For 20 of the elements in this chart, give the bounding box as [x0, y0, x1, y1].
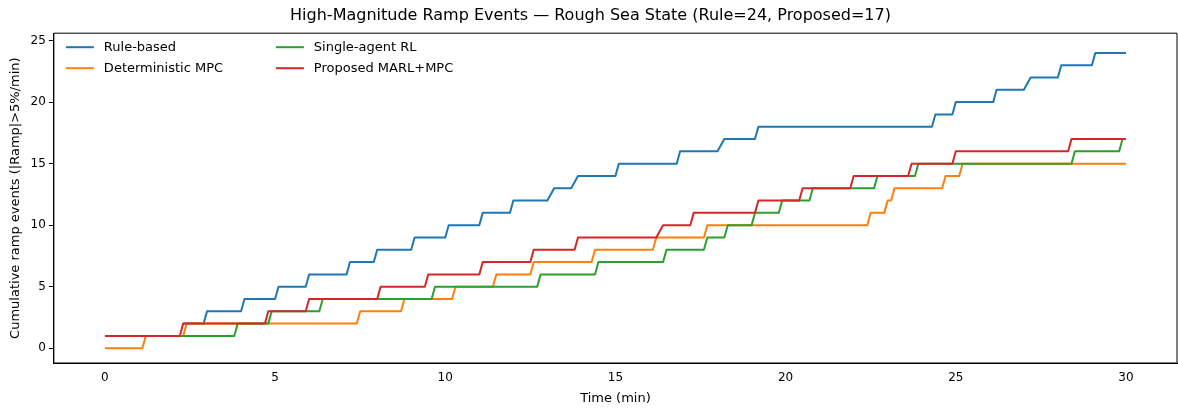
- y-tick-label: 5: [38, 278, 46, 293]
- x-axis-title: Time (min): [579, 389, 651, 405]
- y-tick-label: 0: [38, 340, 46, 355]
- legend-label: Proposed MARL+MPC: [313, 59, 454, 75]
- y-tick-label: 15: [30, 155, 46, 170]
- legend-label: Single-agent RL: [313, 38, 418, 54]
- x-tick-label: 20: [777, 370, 794, 385]
- y-tick-label: 20: [30, 94, 46, 109]
- chart-title: High-Magnitude Ramp Events — Rough Sea State (Rule=24, Proposed=17): [290, 4, 891, 24]
- y-tick-label: 10: [30, 217, 46, 232]
- x-tick-label: 10: [437, 370, 453, 385]
- x-tick-label: 5: [271, 370, 279, 385]
- y-tick-label: 25: [30, 32, 46, 47]
- y-axis-title: Cumulative ramp events (|Ramp|>5%/min): [7, 57, 23, 339]
- x-tick-label: 25: [948, 370, 964, 385]
- legend-label: Rule-based: [103, 38, 177, 54]
- x-tick-label: 0: [101, 370, 109, 385]
- legend-label: Deterministic MPC: [103, 59, 224, 75]
- x-tick-label: 30: [1118, 370, 1134, 385]
- x-tick-label: 15: [607, 370, 624, 385]
